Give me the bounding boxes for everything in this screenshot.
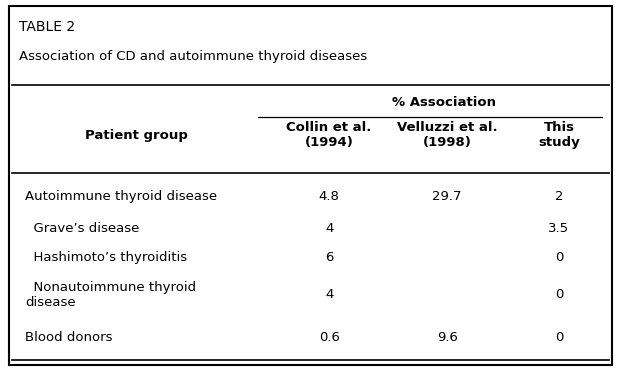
Text: Association of CD and autoimmune thyroid diseases: Association of CD and autoimmune thyroid… <box>19 50 367 63</box>
Text: Hashimoto’s thyroiditis: Hashimoto’s thyroiditis <box>25 251 187 265</box>
Text: 4: 4 <box>325 221 333 235</box>
Text: 29.7: 29.7 <box>432 190 462 203</box>
Text: 0: 0 <box>555 331 563 344</box>
Text: % Association: % Association <box>392 96 496 109</box>
Text: Collin et al.
(1994): Collin et al. (1994) <box>286 121 372 150</box>
Text: 0: 0 <box>555 251 563 265</box>
Text: 3.5: 3.5 <box>548 221 569 235</box>
Text: Velluzzi et al.
(1998): Velluzzi et al. (1998) <box>397 121 497 150</box>
Text: This
study: This study <box>538 121 580 150</box>
Text: Autoimmune thyroid disease: Autoimmune thyroid disease <box>25 190 217 203</box>
Text: 2: 2 <box>555 190 563 203</box>
Text: 4: 4 <box>325 288 333 302</box>
Text: Blood donors: Blood donors <box>25 331 112 344</box>
Text: Grave’s disease: Grave’s disease <box>25 221 139 235</box>
Text: TABLE 2: TABLE 2 <box>19 20 75 35</box>
Text: 9.6: 9.6 <box>437 331 458 344</box>
Text: 6: 6 <box>325 251 333 265</box>
Text: Nonautoimmune thyroid
disease: Nonautoimmune thyroid disease <box>25 281 196 309</box>
Text: 0.6: 0.6 <box>319 331 340 344</box>
Text: Patient group: Patient group <box>85 129 188 142</box>
Text: 4.8: 4.8 <box>319 190 340 203</box>
Text: 0: 0 <box>555 288 563 302</box>
